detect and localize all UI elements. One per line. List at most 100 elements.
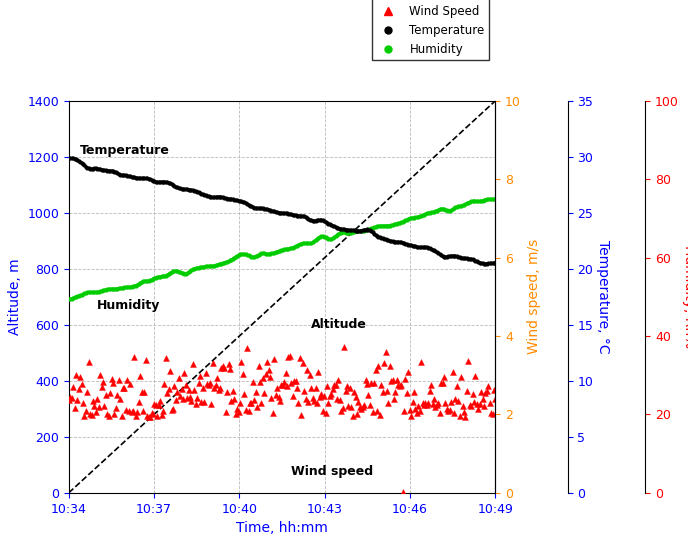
- Point: [80, 407, 92, 416]
- Point: [333, 375, 344, 384]
- Point: [418, 401, 429, 410]
- Point: [195, 371, 206, 380]
- Point: [138, 407, 149, 416]
- Point: [486, 409, 497, 418]
- Point: [152, 412, 163, 421]
- Point: [187, 360, 198, 369]
- Point: [85, 410, 96, 419]
- Point: [317, 407, 328, 416]
- Point: [178, 395, 189, 404]
- Point: [83, 358, 94, 367]
- Point: [212, 374, 223, 383]
- Point: [306, 384, 317, 393]
- Point: [352, 409, 363, 418]
- Point: [243, 406, 254, 415]
- Point: [224, 365, 235, 374]
- Point: [82, 388, 93, 396]
- Point: [487, 409, 498, 418]
- Text: Humidity: Humidity: [97, 300, 160, 312]
- Point: [482, 386, 493, 395]
- Point: [330, 380, 341, 389]
- Point: [175, 392, 186, 401]
- Point: [119, 384, 130, 393]
- Point: [455, 372, 466, 381]
- Point: [136, 388, 147, 396]
- Point: [236, 358, 247, 367]
- Text: Temperature: Temperature: [80, 144, 170, 157]
- Point: [200, 368, 211, 377]
- Point: [204, 379, 215, 388]
- Point: [423, 399, 434, 408]
- Point: [284, 352, 295, 361]
- Point: [226, 396, 237, 405]
- Point: [446, 398, 457, 407]
- Point: [414, 406, 425, 415]
- Point: [297, 358, 308, 367]
- Point: [159, 379, 170, 388]
- Point: [220, 408, 231, 417]
- Point: [239, 389, 250, 398]
- Point: [172, 388, 183, 397]
- Point: [173, 374, 184, 382]
- Point: [70, 371, 81, 380]
- Text: Altitude: Altitude: [310, 318, 367, 330]
- Point: [150, 400, 161, 409]
- Point: [112, 390, 123, 399]
- Point: [353, 398, 364, 407]
- Point: [269, 355, 280, 364]
- Point: [370, 366, 381, 375]
- Point: [215, 383, 226, 392]
- Point: [488, 386, 499, 395]
- Point: [475, 388, 486, 397]
- Point: [257, 373, 268, 382]
- Point: [474, 399, 485, 408]
- Point: [313, 368, 324, 377]
- Point: [411, 409, 422, 418]
- Point: [354, 403, 365, 412]
- Point: [429, 394, 440, 403]
- Point: [293, 399, 304, 408]
- Point: [441, 404, 452, 413]
- Point: [266, 393, 277, 402]
- Point: [309, 396, 320, 405]
- Point: [357, 402, 368, 411]
- Point: [409, 388, 420, 396]
- Point: [378, 358, 389, 367]
- Point: [397, 488, 408, 497]
- Point: [288, 392, 299, 401]
- Point: [115, 394, 126, 403]
- Point: [401, 389, 412, 398]
- Point: [466, 402, 477, 410]
- Point: [167, 404, 178, 413]
- Point: [398, 407, 409, 416]
- Point: [247, 377, 258, 386]
- Point: [421, 400, 432, 409]
- Point: [426, 381, 437, 390]
- Point: [229, 394, 240, 403]
- Point: [380, 347, 391, 356]
- Point: [149, 400, 160, 409]
- Legend: Altitude, Wind Speed, Temperature, Humidity: Altitude, Wind Speed, Temperature, Humid…: [372, 0, 489, 60]
- Point: [107, 379, 118, 388]
- Point: [377, 388, 388, 396]
- Point: [433, 399, 444, 408]
- Point: [94, 402, 105, 411]
- Point: [289, 377, 300, 386]
- Point: [290, 376, 301, 385]
- Point: [389, 394, 400, 403]
- Point: [437, 378, 448, 387]
- Point: [483, 382, 494, 391]
- Point: [365, 400, 376, 409]
- Point: [253, 362, 264, 371]
- Point: [95, 371, 106, 380]
- X-axis label: Time, hh:mm: Time, hh:mm: [236, 521, 328, 535]
- Point: [427, 400, 438, 409]
- Point: [308, 394, 319, 403]
- Point: [155, 396, 166, 405]
- Point: [146, 408, 157, 417]
- Y-axis label: Wind speed, m/s: Wind speed, m/s: [526, 239, 541, 354]
- Point: [346, 403, 357, 412]
- Point: [478, 402, 489, 410]
- Point: [76, 379, 87, 388]
- Point: [358, 400, 369, 409]
